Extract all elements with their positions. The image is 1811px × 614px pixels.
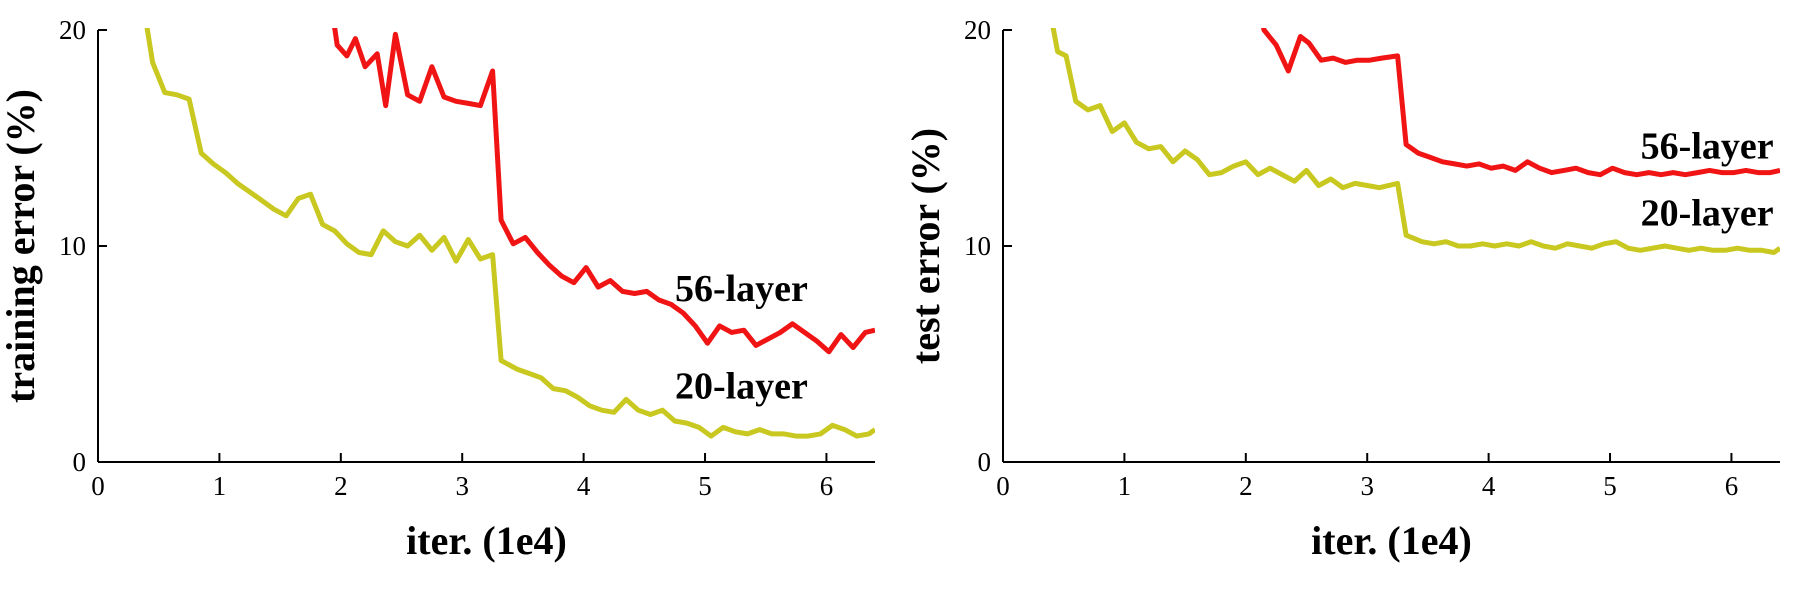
x-tick-label: 4 [577, 471, 591, 501]
test-error-plot: 0 1 2 3 4 5 6 0 10 20 iter. (1e4) test error (%) 56-… [903, 15, 1780, 563]
x-tick-label: 1 [1118, 471, 1132, 501]
x-tick-label: 3 [455, 471, 469, 501]
y-tick-label: 20 [964, 15, 991, 45]
y-tick-label: 20 [59, 15, 86, 45]
x-tick-label: 4 [1482, 471, 1496, 501]
series-line-56-layer [332, 28, 875, 355]
series-line-20-layer [1050, 28, 1780, 255]
y-tick-label: 10 [59, 231, 86, 261]
y-axis-label: training error (%) [0, 89, 43, 403]
x-tick-label: 0 [996, 471, 1010, 501]
x-axis-label: iter. (1e4) [406, 518, 567, 563]
training-error-chart: 0 1 2 3 4 5 6 0 10 20 iter. (1e4) training error (%… [0, 0, 905, 614]
series-line-20-layer [144, 28, 875, 439]
y-tick-label: 0 [978, 447, 992, 477]
series-line-56-layer [1261, 28, 1780, 178]
training-error-plot: 0 1 2 3 4 5 6 0 10 20 iter. (1e4) training error (%… [0, 15, 875, 563]
x-tick-label: 1 [213, 471, 227, 501]
y-tick-label: 0 [73, 447, 87, 477]
x-tick-label: 0 [91, 471, 105, 501]
x-tick-label: 6 [820, 471, 834, 501]
y-axis-label: test error (%) [905, 128, 948, 364]
annotation-20-layer: 20-layer [1641, 193, 1774, 235]
annotation-20-layer: 20-layer [675, 365, 808, 407]
x-tick-label: 5 [698, 471, 712, 501]
test-error-chart: 0 1 2 3 4 5 6 0 10 20 iter. (1e4) test error (%) 56-… [903, 0, 1810, 614]
x-tick-label: 2 [334, 471, 348, 501]
annotation-56-layer: 56-layer [675, 268, 808, 310]
x-tick-label: 3 [1360, 471, 1374, 501]
x-tick-label: 6 [1725, 471, 1739, 501]
x-tick-label: 5 [1603, 471, 1617, 501]
y-tick-label: 10 [964, 231, 991, 261]
annotation-56-layer: 56-layer [1641, 126, 1774, 168]
x-axis-label: iter. (1e4) [1311, 518, 1472, 563]
x-tick-label: 2 [1239, 471, 1253, 501]
